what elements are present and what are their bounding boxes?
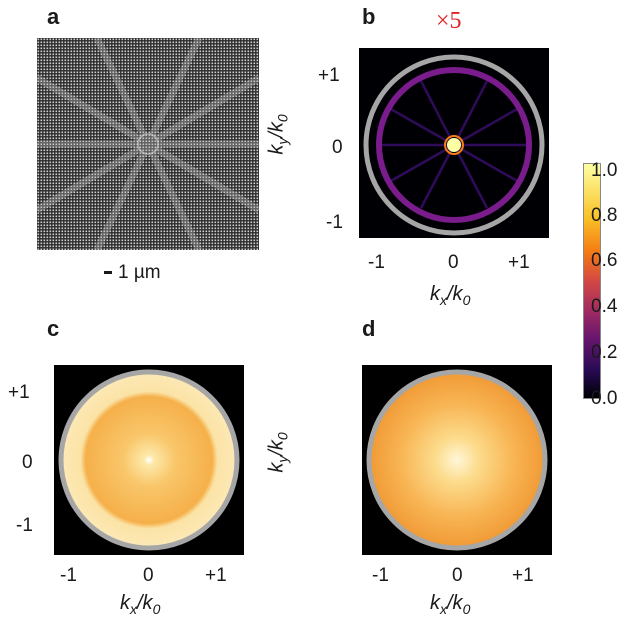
d-xtick-minus1: -1	[372, 565, 389, 586]
b-xtick-plus1: +1	[508, 252, 530, 273]
panel-d-plot	[362, 365, 552, 555]
c-ytick-plus1: +1	[8, 382, 30, 403]
d-ylabel: ky/k0	[265, 432, 291, 473]
panel-c-plot	[54, 365, 244, 555]
colorbar-tick-0-8: 0.8	[591, 205, 618, 226]
b-ytick-minus1: -1	[326, 212, 343, 233]
d-xtick-plus1: +1	[512, 565, 534, 586]
colorbar-tick-0-2: 0.2	[591, 342, 618, 363]
colorbar-tick-0-6: 0.6	[591, 250, 618, 271]
scale-bar	[104, 271, 112, 274]
panel-a-image	[37, 38, 259, 250]
d-xtick-0: 0	[452, 565, 463, 586]
b-ylabel: ky/k0	[265, 114, 291, 155]
panel-label-a: a	[47, 4, 60, 29]
panel-label-b: b	[362, 4, 376, 29]
c-xlabel: kx/k0	[120, 592, 161, 617]
c-ytick-0: 0	[22, 452, 33, 473]
colorbar	[583, 163, 601, 399]
c-ytick-minus1: -1	[16, 515, 33, 536]
c-xtick-plus1: +1	[205, 565, 227, 586]
panel-b-plot	[359, 48, 549, 238]
b-xtick-0: 0	[448, 252, 459, 273]
d-xlabel: kx/k0	[430, 592, 471, 617]
colorbar-tick-0-0: 0.0	[591, 388, 618, 409]
panel-label-c: c	[47, 316, 60, 341]
scale-bar-label: 1 µm	[118, 262, 161, 283]
colorbar-tick-1-0: 1.0	[591, 160, 618, 181]
multiplier-label: ×5	[436, 8, 462, 34]
c-xtick-minus1: -1	[60, 565, 77, 586]
b-ytick-plus1: +1	[318, 65, 340, 86]
b-ytick-0: 0	[332, 137, 343, 158]
colorbar-tick-0-4: 0.4	[591, 296, 618, 317]
b-xlabel: kx/k0	[430, 283, 471, 308]
c-xtick-0: 0	[143, 565, 154, 586]
panel-label-d: d	[362, 316, 376, 341]
b-xtick-minus1: -1	[368, 252, 385, 273]
